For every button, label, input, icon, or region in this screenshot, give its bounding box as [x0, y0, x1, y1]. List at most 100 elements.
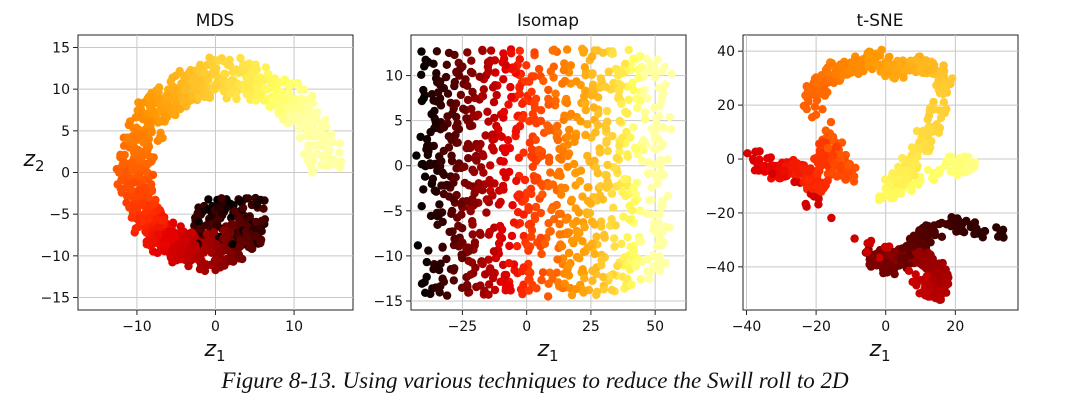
mds-point [194, 93, 204, 102]
tsne-x-tick-label: −20 [801, 319, 831, 335]
isomap-point [478, 46, 487, 56]
isomap-point [429, 141, 438, 151]
mds-point [171, 98, 181, 107]
tsne-point [916, 65, 925, 75]
isomap-point [470, 199, 479, 209]
mds-point [227, 251, 237, 261]
tsne-point [980, 227, 989, 236]
isomap-point [617, 239, 626, 249]
mds-point [184, 68, 194, 78]
isomap-point [650, 219, 659, 228]
isomap-point [603, 177, 612, 186]
mds-point [202, 229, 212, 239]
tsne-point [779, 166, 789, 175]
mds-point [200, 69, 209, 78]
tsne-point [908, 62, 917, 71]
mds-point [134, 145, 143, 155]
isomap-point [557, 242, 567, 251]
mds-point [135, 171, 144, 181]
mds-point [296, 85, 305, 95]
isomap-point [589, 103, 598, 112]
figure-caption: Figure 8-13. Using various techniques to… [221, 368, 849, 393]
mds-point [184, 261, 193, 271]
tsne-point [751, 147, 760, 157]
isomap-point [420, 172, 430, 181]
mds-point [212, 256, 222, 265]
isomap-point [453, 119, 462, 128]
mds-point [247, 244, 256, 253]
isomap-point [471, 263, 480, 272]
isomap-point [548, 180, 558, 189]
tsne-point [948, 74, 957, 83]
isomap-point [536, 116, 546, 126]
isomap-point [658, 91, 667, 100]
isomap-point [528, 162, 537, 171]
tsne-point [898, 155, 908, 164]
isomap-point [437, 157, 446, 166]
isomap-point [531, 202, 541, 212]
isomap-point [479, 288, 489, 297]
tsne-point [907, 186, 916, 195]
isomap-point [594, 109, 603, 118]
mds-point [137, 217, 147, 226]
mds-point [133, 106, 142, 115]
isomap-point [639, 136, 648, 145]
isomap-point [581, 105, 590, 115]
mds-point [194, 217, 203, 227]
isomap-point [646, 60, 655, 69]
tsne-point [936, 113, 946, 123]
isomap-point [487, 143, 497, 152]
tsne-title: t-SNE [856, 11, 903, 31]
isomap-panel: Isomap −25 0 25 50 −15 −10 −5 0 5 10 z1 [373, 11, 687, 365]
isomap-point [564, 271, 574, 280]
mds-point [219, 226, 229, 235]
tsne-y-tick-label: −20 [705, 206, 735, 222]
tsne-point [939, 83, 949, 93]
isomap-point [555, 220, 564, 229]
isomap-point [482, 208, 491, 217]
isomap-point [553, 171, 562, 180]
isomap-point [603, 117, 612, 127]
tsne-point [759, 162, 768, 171]
isomap-point [615, 141, 624, 150]
isomap-point [629, 123, 638, 132]
isomap-point [544, 85, 553, 95]
tsne-point [910, 231, 919, 241]
mds-point [321, 122, 331, 131]
isomap-point [439, 146, 448, 156]
tsne-y-tick-label: 20 [717, 98, 735, 114]
isomap-point [421, 288, 430, 297]
tsne-x-tick-label: −40 [732, 319, 762, 335]
isomap-point [578, 265, 587, 274]
isomap-point [531, 94, 541, 104]
isomap-point [566, 109, 576, 119]
isomap-point [486, 264, 495, 273]
isomap-point [615, 147, 624, 156]
mds-point [138, 198, 148, 208]
tsne-point [850, 55, 859, 65]
mds-point [222, 245, 231, 254]
tsne-point [802, 104, 811, 114]
mds-point [235, 215, 244, 225]
tsne-point [820, 84, 829, 93]
mds-point [256, 195, 265, 205]
isomap-point [563, 151, 572, 161]
isomap-x-tick-label: 25 [582, 319, 600, 335]
isomap-point [592, 287, 602, 296]
mds-point [303, 104, 312, 114]
isomap-point [579, 48, 588, 57]
mds-point [257, 216, 266, 226]
isomap-y-tick-label: 5 [394, 114, 403, 130]
mds-point [128, 192, 137, 201]
isomap-point [428, 174, 438, 183]
isomap-point [620, 253, 629, 262]
isomap-point [607, 189, 616, 198]
mds-point [153, 230, 163, 239]
isomap-point [552, 268, 562, 277]
isomap-point [603, 160, 612, 170]
isomap-point [583, 120, 592, 129]
isomap-point [503, 136, 513, 145]
isomap-point [540, 239, 550, 248]
isomap-point [655, 112, 664, 121]
tsne-point [836, 161, 845, 170]
